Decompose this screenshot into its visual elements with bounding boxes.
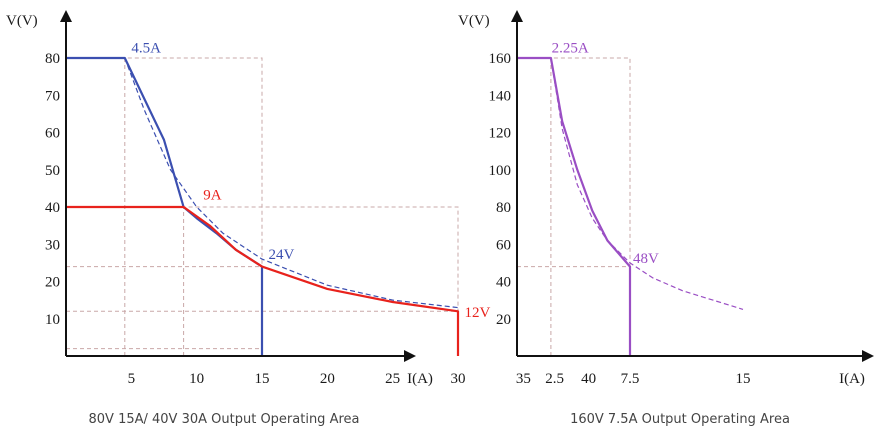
y-tick-label: 50 <box>45 163 60 179</box>
x-tick-label: 15 <box>736 371 751 387</box>
x-tick-label: 2.5 <box>545 371 564 387</box>
y-tick-label: 60 <box>496 237 511 253</box>
x-tick-label: 35 <box>516 371 531 387</box>
annotation-label: 12V <box>465 305 491 321</box>
y-tick-label: 160 <box>489 51 512 67</box>
chart-left: 5 10 15 20 25 30 35 40 10 20 30 40 50 60 70 80 I(A) V(V) 4… <box>6 10 596 387</box>
series-line-2 <box>124 57 459 309</box>
guide-line-0 <box>550 57 631 356</box>
x-tick-label: 40 <box>581 371 596 387</box>
x-tick-label: 10 <box>189 371 204 387</box>
y-tick-label: 70 <box>45 88 60 104</box>
annotation-label: 48V <box>633 251 659 267</box>
x-tick-label: 7.5 <box>621 371 640 387</box>
y-tick-label: 60 <box>45 126 60 142</box>
caption-left: 80V 15A/ 40V 30A Output Operating Area <box>88 412 360 427</box>
annotation-label: 2.25A <box>552 40 589 56</box>
y-axis-title: V(V) <box>458 13 490 29</box>
x-axis-title: I(A) <box>407 371 433 387</box>
x-tick-label: 30 <box>451 371 466 387</box>
y-tick-label: 20 <box>45 275 60 291</box>
y-tick-label: 120 <box>489 126 512 142</box>
y-axis-title: V(V) <box>6 13 38 29</box>
annotation-label: 9A <box>203 188 222 204</box>
caption-right: 160V 7.5A Output Operating Area <box>570 412 790 427</box>
y-tick-label: 80 <box>496 200 511 216</box>
y-tick-label: 80 <box>45 51 60 67</box>
y-tick-label: 40 <box>496 275 511 291</box>
y-tick-label: 40 <box>45 200 60 216</box>
x-tick-label: 20 <box>320 371 335 387</box>
y-tick-label: 100 <box>489 163 512 179</box>
x-tick-label: 5 <box>128 371 136 387</box>
series-line-1 <box>66 205 460 356</box>
guide-line-1 <box>183 206 459 356</box>
annotation-label: 24V <box>269 247 295 263</box>
y-tick-label: 140 <box>489 88 512 104</box>
x-axis-title: I(A) <box>839 371 865 387</box>
x-tick-label: 15 <box>255 371 270 387</box>
series-line-0 <box>517 56 632 356</box>
chart-right: 2.5 7.5 15 20 40 60 80 100 120 140 160 I(A) V(V) 2.25… <box>458 10 874 387</box>
series-line-1 <box>550 57 744 310</box>
y-tick-label: 20 <box>496 312 511 328</box>
x-tick-label: 25 <box>385 371 400 387</box>
annotation-label: 4.5A <box>131 40 161 56</box>
y-tick-label: 30 <box>45 237 60 253</box>
y-tick-label: 10 <box>45 312 60 328</box>
